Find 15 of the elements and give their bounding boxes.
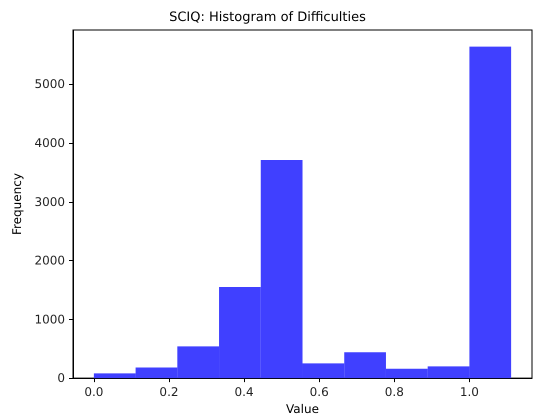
y-tick-label: 0 xyxy=(57,371,65,386)
y-tick-label: 3000 xyxy=(34,194,65,209)
x-axis-title: Value xyxy=(286,402,319,416)
y-tick-label: 5000 xyxy=(34,77,65,92)
y-axis-title: Frequency xyxy=(10,173,24,236)
x-tick-label: 0.4 xyxy=(234,385,254,400)
x-tick-label: 0.0 xyxy=(84,385,104,400)
y-tick-label: 4000 xyxy=(34,136,65,150)
y-tick-label: 2000 xyxy=(34,254,65,268)
y-tick-label: 1000 xyxy=(34,312,65,326)
x-tick-label: 1.0 xyxy=(460,385,479,400)
x-tick-label: 0.6 xyxy=(310,385,329,400)
chart-title: SCIQ: Histogram of Difficulties xyxy=(169,10,366,25)
x-tick-label: 0.2 xyxy=(159,385,179,400)
x-tick-label: 0.8 xyxy=(384,385,404,400)
